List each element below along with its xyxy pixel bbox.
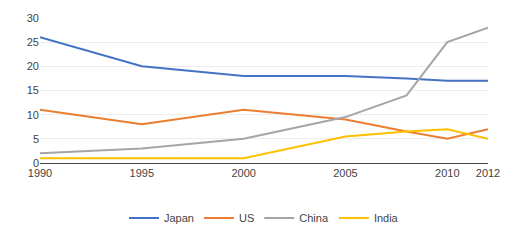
- svg-text:20: 20: [27, 60, 39, 72]
- svg-text:1990: 1990: [28, 167, 52, 179]
- svg-text:US: US: [239, 212, 254, 224]
- svg-text:2010: 2010: [435, 167, 459, 179]
- svg-text:15: 15: [27, 84, 39, 96]
- svg-text:10: 10: [27, 109, 39, 121]
- svg-text:India: India: [374, 212, 399, 224]
- svg-text:2012: 2012: [476, 167, 500, 179]
- svg-text:China: China: [299, 212, 329, 224]
- svg-text:30: 30: [27, 12, 39, 24]
- svg-text:25: 25: [27, 36, 39, 48]
- svg-text:5: 5: [33, 133, 39, 145]
- svg-text:2005: 2005: [333, 167, 357, 179]
- svg-text:1995: 1995: [130, 167, 154, 179]
- svg-text:0: 0: [33, 157, 39, 169]
- svg-text:2000: 2000: [231, 167, 255, 179]
- svg-text:Japan: Japan: [164, 212, 194, 224]
